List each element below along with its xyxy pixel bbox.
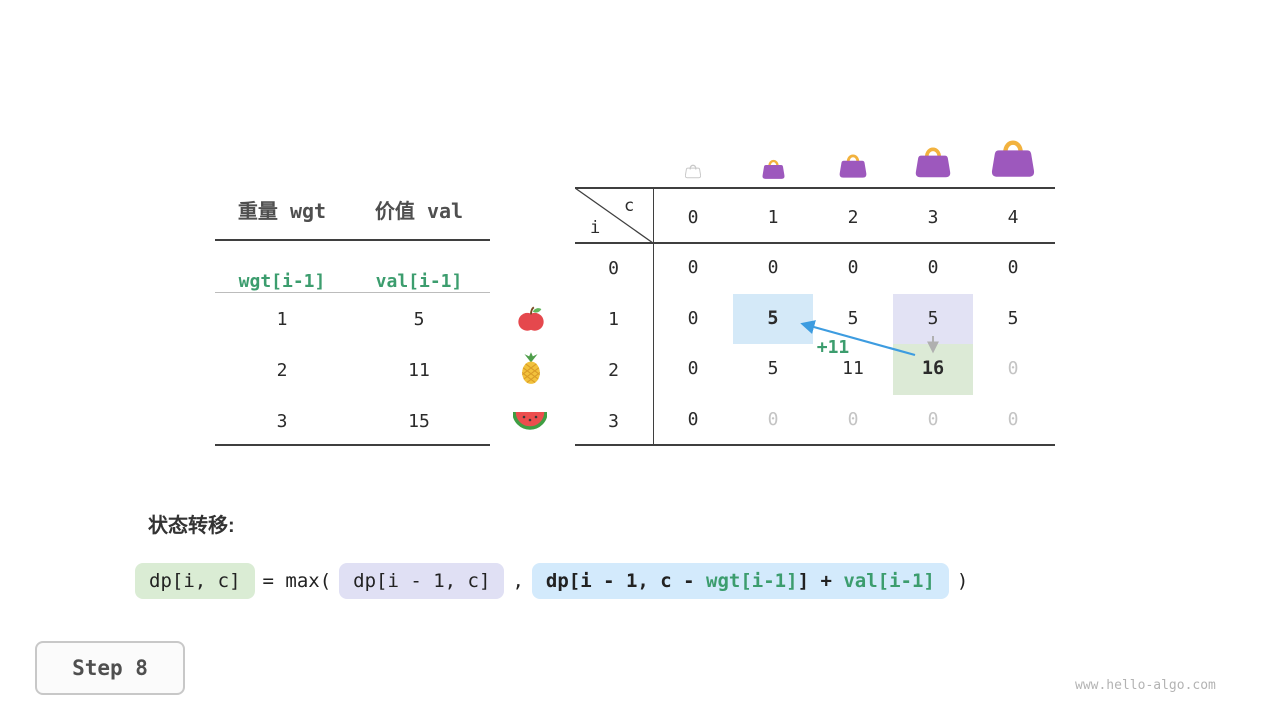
item-2-weight: 2 (276, 360, 288, 381)
dp-row-header-1: 1 (608, 309, 619, 330)
dp-row-header-2: 2 (608, 360, 619, 381)
dp-cell-r1-c1-source-highlight: 5 (733, 293, 813, 344)
dp-table-vertical-rule (652, 187, 654, 446)
dp-cell-r3-c2: 0 (847, 408, 859, 430)
dp-col-header-2: 2 (847, 207, 859, 228)
dp-cell-r3-c0: 0 (687, 408, 699, 430)
dp-cell-r2-c1: 5 (767, 358, 779, 379)
dp-table-bottom-rule (575, 444, 1055, 446)
dp-cell-r0-c3: 0 (927, 257, 939, 278)
dp-col-header-1: 1 (767, 207, 779, 228)
dp-table-header-rule (575, 242, 1055, 244)
items-table-bottom-rule (215, 444, 490, 446)
dp-col-header-3: 3 (927, 207, 939, 228)
formula-comma: , (512, 570, 524, 592)
bag-capacity-2-icon (839, 151, 867, 179)
item-3-weight: 3 (276, 411, 288, 432)
formula-option2-token: dp[i - 1, c - wgt[i-1]] + val[i-1] (531, 563, 949, 599)
item-3-value: 15 (408, 411, 430, 432)
dp-cell-r0-c0: 0 (687, 257, 699, 278)
dp-cell-r3-c4: 0 (1007, 408, 1019, 430)
dp-cell-r3-c3: 0 (927, 408, 939, 430)
formula-close-paren: ) (956, 570, 969, 592)
dp-cell-r0-c2: 0 (847, 257, 859, 278)
dp-cell-r1-c3-source-highlight: 5 (893, 293, 973, 344)
formula-option2-wgt: wgt[i-1] (706, 570, 798, 592)
step-badge: Step 8 (35, 641, 185, 695)
dp-table-corner-diagonal (575, 188, 653, 243)
value-add-annotation: +11 (816, 337, 850, 358)
weight-column-header: 重量 wgt (237, 199, 327, 223)
item-2-value: 11 (408, 360, 430, 381)
formula-equals-max: = max( (262, 570, 332, 592)
wgt-formula-cell: wgt[i-1] (238, 271, 326, 292)
bag-capacity-3-icon (915, 143, 951, 179)
state-transition-formula: dp[i, c] = max( dp[i - 1, c] , dp[i - 1,… (135, 561, 976, 601)
items-table-header-rule (215, 239, 490, 241)
corner-item-var: i (590, 218, 601, 238)
dp-cell-r1-c2: 5 (847, 307, 859, 329)
val-formula-cell: val[i-1] (375, 271, 463, 292)
formula-option1-token: dp[i - 1, c] (339, 563, 505, 599)
formula-lhs-token: dp[i, c] (135, 563, 255, 599)
formula-option2-mid: ] + (797, 570, 844, 592)
watermark: www.hello-algo.com (1075, 678, 1216, 693)
dp-row-header-0: 0 (608, 258, 619, 279)
dp-cell-r0-c1: 0 (767, 257, 779, 278)
dp-cell-r3-c1: 0 (767, 408, 779, 430)
dp-col-header-4: 4 (1007, 207, 1019, 228)
items-table-divider (215, 292, 490, 293)
dp-row-header-3: 3 (608, 411, 619, 432)
dp-cell-r1-c0: 0 (687, 307, 699, 329)
formula-option2-val: val[i-1] (843, 570, 935, 592)
dp-cell-r2-c2: 11 (842, 358, 864, 379)
corner-capacity-var: c (624, 196, 635, 216)
dp-col-header-0: 0 (687, 207, 699, 228)
pineapple-icon (517, 352, 545, 386)
apple-icon (516, 304, 546, 334)
dp-table-top-rule (575, 187, 1055, 189)
bag-capacity-1-icon (762, 157, 785, 180)
item-1-weight: 1 (276, 309, 288, 330)
watermelon-icon (513, 409, 547, 431)
value-column-header: 价值 val (374, 199, 464, 223)
dp-cell-r0-c4: 0 (1007, 257, 1019, 278)
dp-cell-r2-c3-target-highlight: 16 (893, 344, 973, 395)
dp-cell-r2-c4: 0 (1007, 358, 1019, 379)
dp-cell-r2-c0: 0 (687, 358, 699, 379)
item-1-value: 5 (413, 309, 425, 330)
state-transition-label: 状态转移: (148, 515, 235, 537)
dp-cell-r1-c4: 5 (1007, 307, 1019, 329)
bag-capacity-4-icon (991, 135, 1035, 179)
formula-option2-prefix: dp[i - 1, c - (545, 570, 707, 592)
bag-capacity-0-icon (685, 162, 701, 179)
